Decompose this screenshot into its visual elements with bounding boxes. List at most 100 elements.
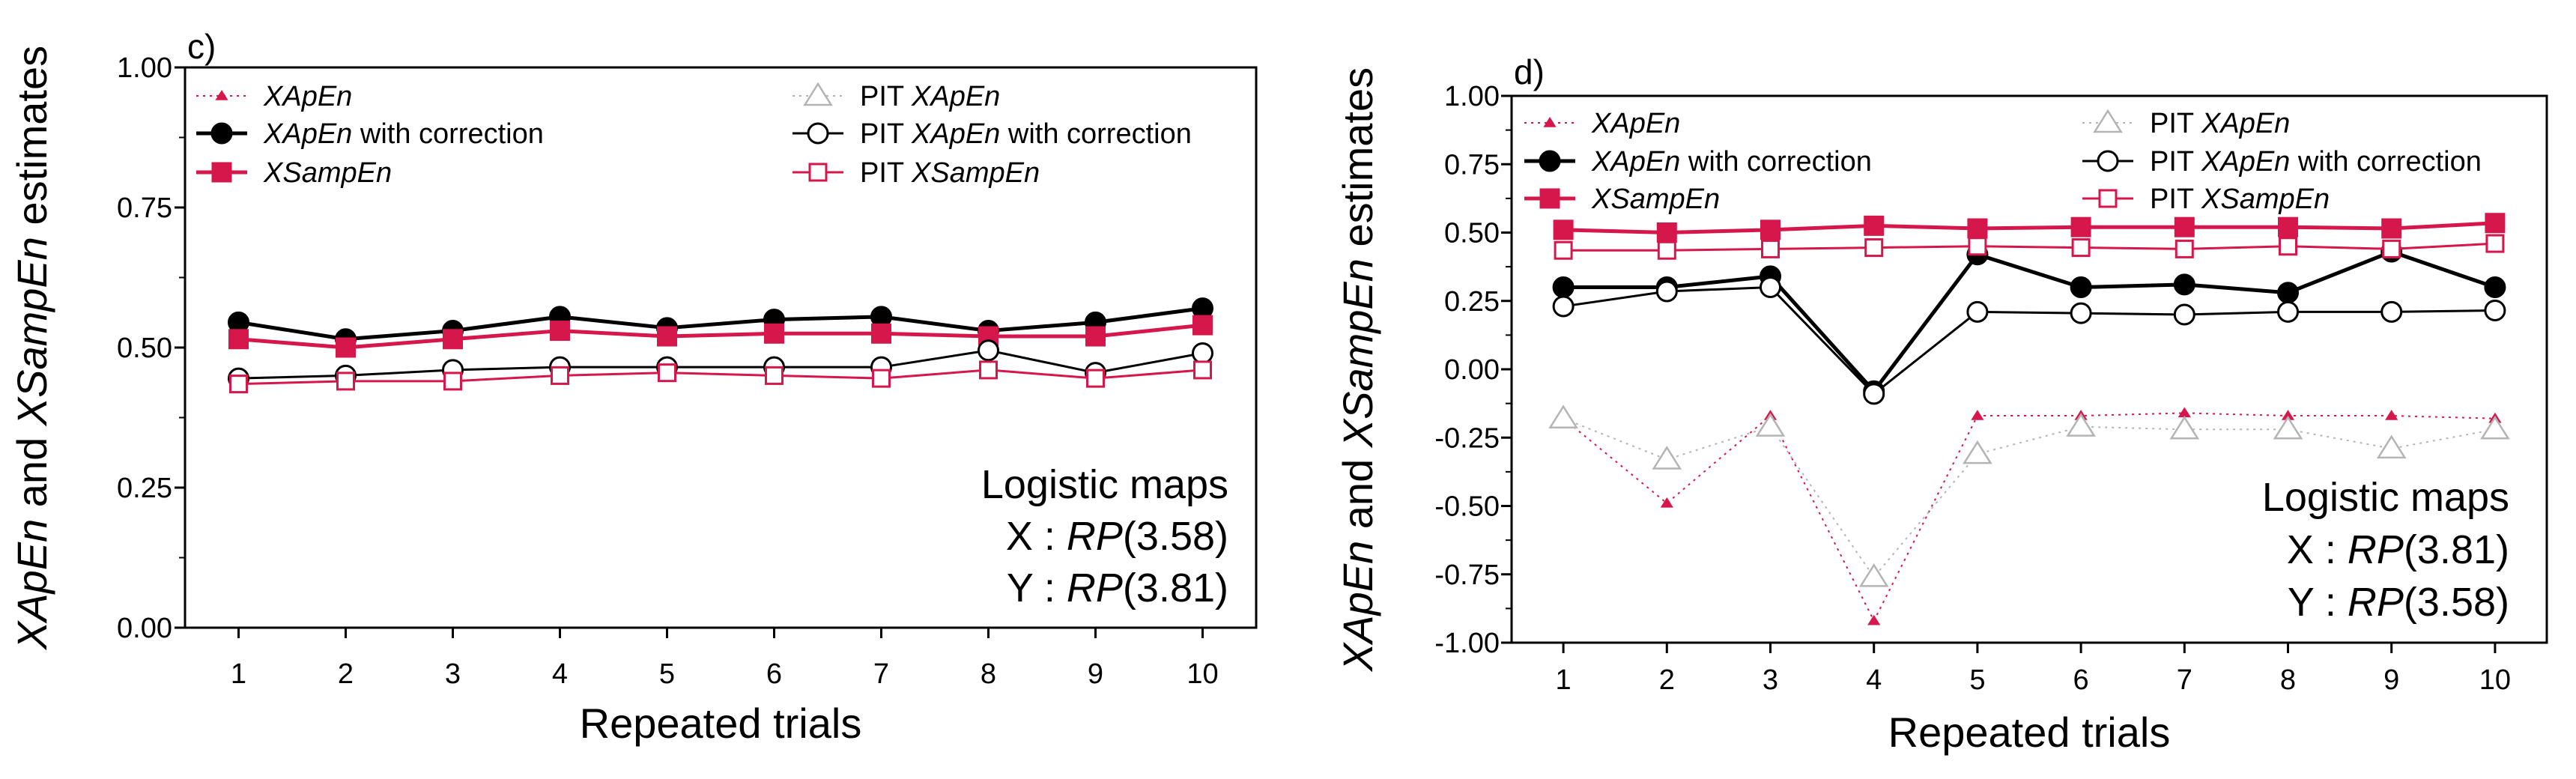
legend-label-part: with correction xyxy=(1680,146,1872,178)
data-point xyxy=(228,329,249,350)
data-point xyxy=(1552,276,1575,298)
data-point xyxy=(551,366,569,385)
legend-label: PIT XSampEn xyxy=(2150,184,2330,215)
data-point xyxy=(443,372,462,391)
y-axis-label: XApEn and XSampEn estimates xyxy=(8,46,55,651)
x-tick-label: 2 xyxy=(1659,664,1675,696)
annotation-part: (3.58) xyxy=(2404,580,2509,625)
legend-label: XApEn xyxy=(263,81,352,112)
legend-label-part: XApEn xyxy=(263,81,352,112)
series-xsampen xyxy=(1553,213,2506,243)
data-point xyxy=(1971,410,1984,420)
series-pit-xsampen xyxy=(1554,234,2505,260)
x-tick-label: 3 xyxy=(445,658,461,690)
data-point xyxy=(1657,240,1676,260)
y-tick-label: -0.25 xyxy=(1434,422,1500,454)
legend-label-part: XApEn xyxy=(1591,146,1680,178)
data-point xyxy=(336,372,355,391)
y-axis-label-part: XApEn xyxy=(1334,541,1381,673)
data-point xyxy=(2480,415,2510,440)
data-point xyxy=(2484,276,2506,298)
legend-label-part: XApEn xyxy=(2201,146,2290,178)
data-point xyxy=(1963,440,1992,464)
annotation-part: RP xyxy=(1067,566,1123,610)
annotation-line: Y : RP(3.81) xyxy=(1007,566,1228,610)
x-tick-label: 4 xyxy=(1866,664,1882,696)
data-point xyxy=(2173,303,2195,326)
data-point xyxy=(658,363,676,383)
data-point xyxy=(1192,315,1213,336)
data-point xyxy=(1656,222,1677,243)
series-line xyxy=(1563,242,2495,252)
legend-label: PIT XApEn with correction xyxy=(860,118,1192,150)
legend-swatch-marker xyxy=(1543,117,1557,127)
annotation: Logistic maps X : RP(3.58) Y : RP(3.81) xyxy=(981,462,1228,610)
legend-label: XSampEn xyxy=(263,157,392,189)
data-point xyxy=(764,323,784,344)
data-point xyxy=(229,375,248,394)
annotation-title: Logistic maps xyxy=(2262,475,2509,520)
data-point xyxy=(871,323,891,344)
data-point xyxy=(1760,276,1781,298)
annotation-title: Logistic maps xyxy=(981,462,1228,507)
annotation-part: RP xyxy=(1067,514,1123,559)
series-pit-xapen-with-correction xyxy=(228,339,1213,390)
data-point xyxy=(2485,213,2506,234)
legend-swatch-marker xyxy=(807,122,829,145)
legend-label-part: XSampEn xyxy=(2201,184,2330,215)
data-point xyxy=(336,337,356,358)
x-axis-label: Repeated trials xyxy=(580,700,862,747)
data-point xyxy=(1192,342,1213,364)
x-tick-label: 7 xyxy=(873,658,889,690)
data-point xyxy=(550,321,570,342)
data-point xyxy=(1968,237,1987,256)
y-tick-label: -0.75 xyxy=(1434,560,1500,591)
legend-swatch-marker xyxy=(2093,109,2123,133)
legend-label: PIT XApEn with correction xyxy=(2150,146,2482,178)
legend-label-part: PIT xyxy=(860,81,912,112)
legend-label-part: with correction xyxy=(1000,118,1192,150)
y-tick-label: 1.00 xyxy=(1444,81,1500,112)
annotation-part: Y : xyxy=(2288,580,2348,625)
legend-swatch-marker xyxy=(803,82,833,106)
legend-label: XSampEn xyxy=(1591,184,1720,215)
annotation: Logistic maps X : RP(3.81) Y : RP(3.58) xyxy=(2262,475,2509,625)
x-tick-label: 1 xyxy=(231,658,246,690)
y-tick-label: 1.00 xyxy=(117,52,172,84)
legend-label-part: with correction xyxy=(352,118,544,150)
x-axis-label: Repeated trials xyxy=(1888,709,2171,756)
legend-label-part: PIT xyxy=(2150,146,2201,178)
data-point xyxy=(2070,276,2092,298)
data-point xyxy=(1660,497,1673,508)
series-line xyxy=(1563,286,2495,395)
data-point xyxy=(2380,300,2403,323)
series-xapen-with-correction xyxy=(1552,240,2506,402)
x-tick-label: 8 xyxy=(2280,664,2296,696)
annotation-line: X : RP(3.58) xyxy=(1006,514,1228,559)
data-point xyxy=(443,329,463,350)
data-point xyxy=(1867,614,1881,625)
y-tick-label: 0.50 xyxy=(117,333,172,364)
legend-label-part: PIT xyxy=(2150,108,2201,139)
data-point xyxy=(1755,413,1786,437)
x-tick-label: 4 xyxy=(552,658,568,690)
y-tick-label: 0.25 xyxy=(117,473,172,504)
y-axis-label-part: XSampEn xyxy=(1334,258,1381,449)
y-axis-label-part: XSampEn xyxy=(8,237,55,427)
data-point xyxy=(2484,300,2506,322)
legend-label-part: XApEn xyxy=(2201,108,2290,139)
x-tick-label: 6 xyxy=(2073,664,2089,696)
legend-swatch-marker xyxy=(1539,188,1560,209)
data-point xyxy=(1554,240,1573,260)
data-point xyxy=(2174,216,2195,237)
data-point xyxy=(2070,216,2091,237)
y-tick-label: 0.75 xyxy=(1444,149,1500,181)
data-point xyxy=(657,326,677,347)
data-point xyxy=(1085,326,1106,347)
data-point xyxy=(2175,239,2194,258)
data-point xyxy=(2169,415,2200,440)
legend-label-part: XApEn xyxy=(911,118,1000,150)
panel-c: 0.00 0.25 0.50 0.75 1.00 1 2 3 4 5 6 7 8 9 10 c) Repeate… xyxy=(8,27,1258,747)
